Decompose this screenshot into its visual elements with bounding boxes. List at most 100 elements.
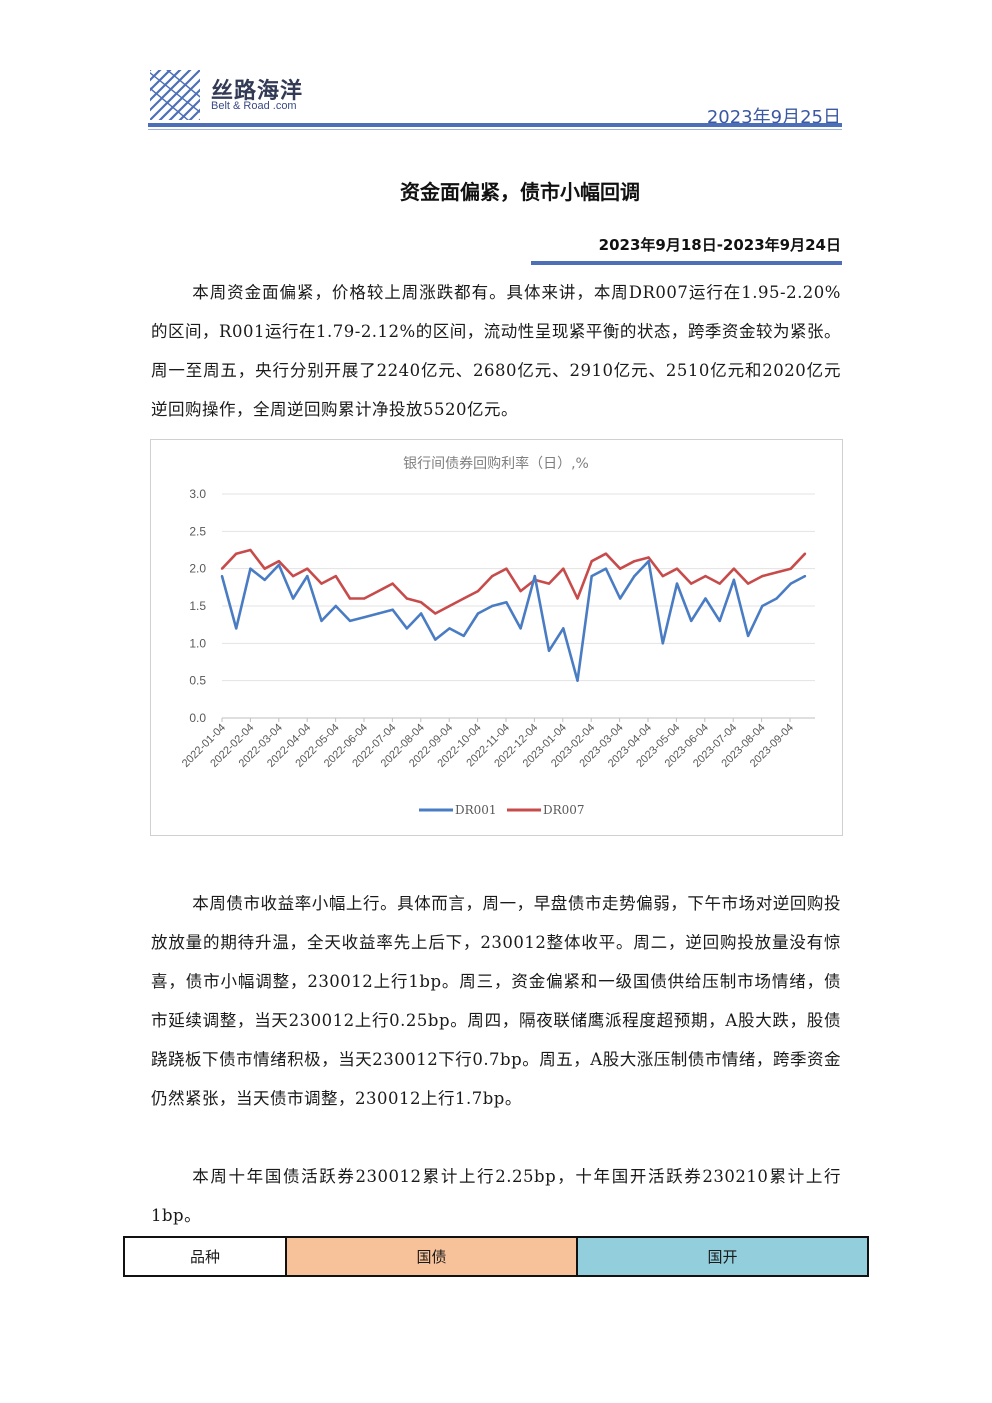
data-point-dr007: [661, 574, 665, 578]
data-point-dr007: [249, 548, 252, 552]
data-point-dr007: [704, 574, 707, 578]
data-point-dr001: [476, 612, 480, 615]
data-point-dr007: [505, 567, 508, 570]
table-header-variety: 品种: [123, 1236, 287, 1277]
y-tick-label: 1.0: [189, 636, 206, 650]
data-point-dr001: [220, 574, 224, 578]
data-point-dr001: [391, 608, 394, 611]
data-point-dr007: [391, 582, 394, 585]
data-point-dr001: [533, 574, 537, 578]
data-point-dr001: [690, 619, 693, 623]
paragraph-liquidity: 本周资金面偏紧，价格较上周涨跌都有。具体来讲，本周DR007运行在1.95-2.…: [151, 283, 841, 419]
data-point-dr001: [490, 604, 494, 608]
brand-logo-icon: [150, 70, 200, 120]
period-rule: [531, 261, 842, 265]
data-point-dr001: [718, 619, 721, 623]
y-tick-label: 0.0: [189, 711, 206, 725]
data-point-dr007: [761, 574, 764, 578]
brand-name-cn: 丝路海洋: [211, 79, 304, 104]
y-tick-label: 3.0: [189, 487, 206, 501]
data-point-dr007: [576, 597, 579, 600]
data-point-dr001: [576, 679, 579, 682]
table-header-treasury: 国债: [287, 1236, 578, 1277]
data-point-dr001: [746, 634, 750, 638]
data-point-dr007: [419, 601, 423, 604]
data-point-dr001: [618, 597, 622, 600]
y-tick-label: 0.5: [189, 674, 206, 688]
data-point-dr001: [448, 627, 451, 630]
data-point-dr007: [675, 567, 679, 570]
data-point-dr001: [419, 612, 423, 615]
paragraph-active-bonds: 本周十年国债活跃券230012累计上行2.25bp，十年国开活跃券230210累…: [151, 1167, 841, 1225]
report-period: 2023年9月18日-2023年9月24日: [598, 236, 841, 254]
data-point-dr007: [604, 552, 608, 555]
data-point-dr001: [505, 601, 508, 604]
brand-name-en: Belt & Road .com: [211, 100, 297, 112]
data-point-dr007: [277, 560, 281, 563]
data-point-dr007: [647, 556, 650, 559]
data-point-dr007: [775, 571, 778, 574]
page-title: 资金面偏紧，债市小幅回调: [400, 180, 640, 204]
data-point-dr001: [604, 567, 608, 570]
data-point-dr001: [462, 634, 465, 638]
data-point-dr007: [320, 582, 323, 585]
bond-table-header: 品种 国债 国开: [123, 1236, 869, 1277]
data-point-dr001: [661, 642, 665, 645]
data-point-dr001: [732, 578, 736, 582]
data-point-dr007: [476, 589, 480, 593]
data-point-dr001: [434, 638, 437, 641]
repo-rate-chart: 银行间债券回购利率（日）,% 0.0 0.5 1.0 1.5 2.0 2.5 3.0 2022-…: [150, 439, 843, 836]
data-point-dr001: [519, 627, 522, 630]
data-point-dr001: [249, 567, 252, 570]
data-point-dr007: [803, 552, 807, 555]
report-date: 2023年9月25日: [706, 107, 841, 128]
data-point-dr001: [647, 560, 650, 563]
data-point-dr007: [562, 567, 565, 570]
chart-title: 银行间债券回购利率（日）,%: [403, 455, 589, 472]
data-point-dr001: [789, 582, 792, 585]
data-point-dr007: [448, 604, 451, 608]
y-tick-label: 1.5: [189, 599, 206, 613]
series-line-dr001: [220, 559, 806, 682]
data-point-dr001: [362, 616, 366, 619]
data-point-dr001: [547, 649, 551, 652]
data-point-dr007: [377, 589, 380, 593]
paragraph-bond-market: 本周债市收益率小幅上行。具体而言，周一，早盘债市走势偏弱，下午市场对逆回购投放放…: [151, 894, 841, 1108]
data-point-dr007: [291, 574, 295, 578]
data-point-dr001: [277, 563, 281, 567]
data-point-dr007: [348, 597, 352, 600]
data-point-dr001: [306, 574, 309, 578]
y-tick-label: 2.0: [189, 562, 206, 576]
data-point-dr001: [377, 612, 380, 615]
data-point-dr007: [690, 582, 693, 585]
data-point-dr007: [462, 597, 465, 600]
data-point-dr001: [590, 574, 593, 578]
data-point-dr007: [334, 574, 337, 578]
header-rule-thin: [148, 129, 842, 130]
data-point-dr007: [362, 597, 366, 600]
series-line-dr007: [221, 548, 806, 615]
data-point-dr001: [263, 578, 266, 582]
data-point-dr007: [590, 560, 593, 563]
legend-label-dr007: DR007: [543, 803, 585, 817]
data-point-dr007: [434, 612, 437, 615]
header-rule: [148, 123, 842, 127]
data-point-dr001: [761, 604, 764, 608]
data-point-dr007: [718, 582, 721, 585]
data-point-dr007: [633, 560, 636, 563]
data-point-dr001: [775, 597, 778, 600]
data-point-dr001: [704, 597, 707, 600]
chart-canvas: 银行间债券回购利率（日）,%0.00.51.01.52.02.53.02022-…: [180, 455, 815, 817]
data-point-dr007: [235, 552, 238, 555]
data-point-dr001: [803, 574, 807, 578]
data-point-dr007: [732, 567, 736, 570]
data-point-dr007: [618, 567, 622, 570]
data-point-dr001: [348, 619, 352, 623]
y-tick-label: 2.5: [189, 524, 206, 538]
data-point-dr007: [306, 567, 309, 570]
data-point-dr007: [490, 574, 494, 578]
table-header-cdb: 国开: [578, 1236, 869, 1277]
data-point-dr001: [235, 627, 238, 630]
data-point-dr007: [789, 567, 792, 570]
data-point-dr001: [320, 619, 323, 623]
